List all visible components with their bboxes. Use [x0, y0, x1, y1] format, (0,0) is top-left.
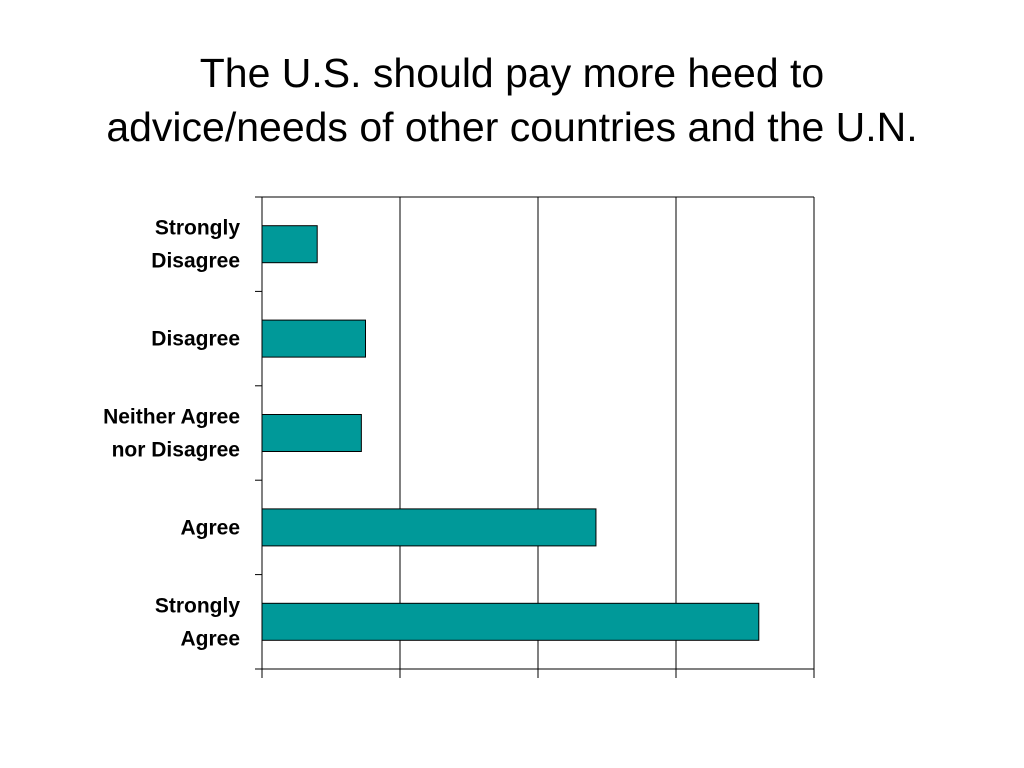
bar-4 — [261, 602, 760, 641]
category-label-2-line-0: Neither Agree — [103, 406, 240, 429]
category-label-2-line-1: nor Disagree — [112, 439, 240, 462]
category-label-4-line-0: Strongly — [155, 594, 240, 617]
bar-3 — [261, 508, 597, 547]
category-label-2: Neither Agree nor Disagree — [103, 406, 240, 462]
chart-title: The U.S. should pay more heed to advice/… — [0, 46, 1024, 154]
category-label-0-line-1: Disagree — [151, 250, 240, 273]
category-label-1-line-0: Disagree — [151, 328, 240, 351]
chart-title-line-1: The U.S. should pay more heed to — [199, 50, 825, 96]
category-label-0: Strongly Disagree — [151, 217, 240, 273]
category-label-1: Disagree — [151, 328, 240, 351]
category-label-4-line-1: Agree — [180, 627, 240, 650]
bar-0 — [261, 225, 318, 264]
category-label-3: Agree — [180, 516, 240, 539]
bar-1 — [261, 319, 366, 358]
category-label-3-line-0: Agree — [180, 516, 240, 539]
category-label-0-line-0: Strongly — [155, 217, 240, 240]
chart-title-line-2: advice/needs of other countries and the … — [106, 104, 918, 150]
category-label-4: Strongly Agree — [155, 594, 240, 650]
bar-2 — [261, 414, 362, 452]
